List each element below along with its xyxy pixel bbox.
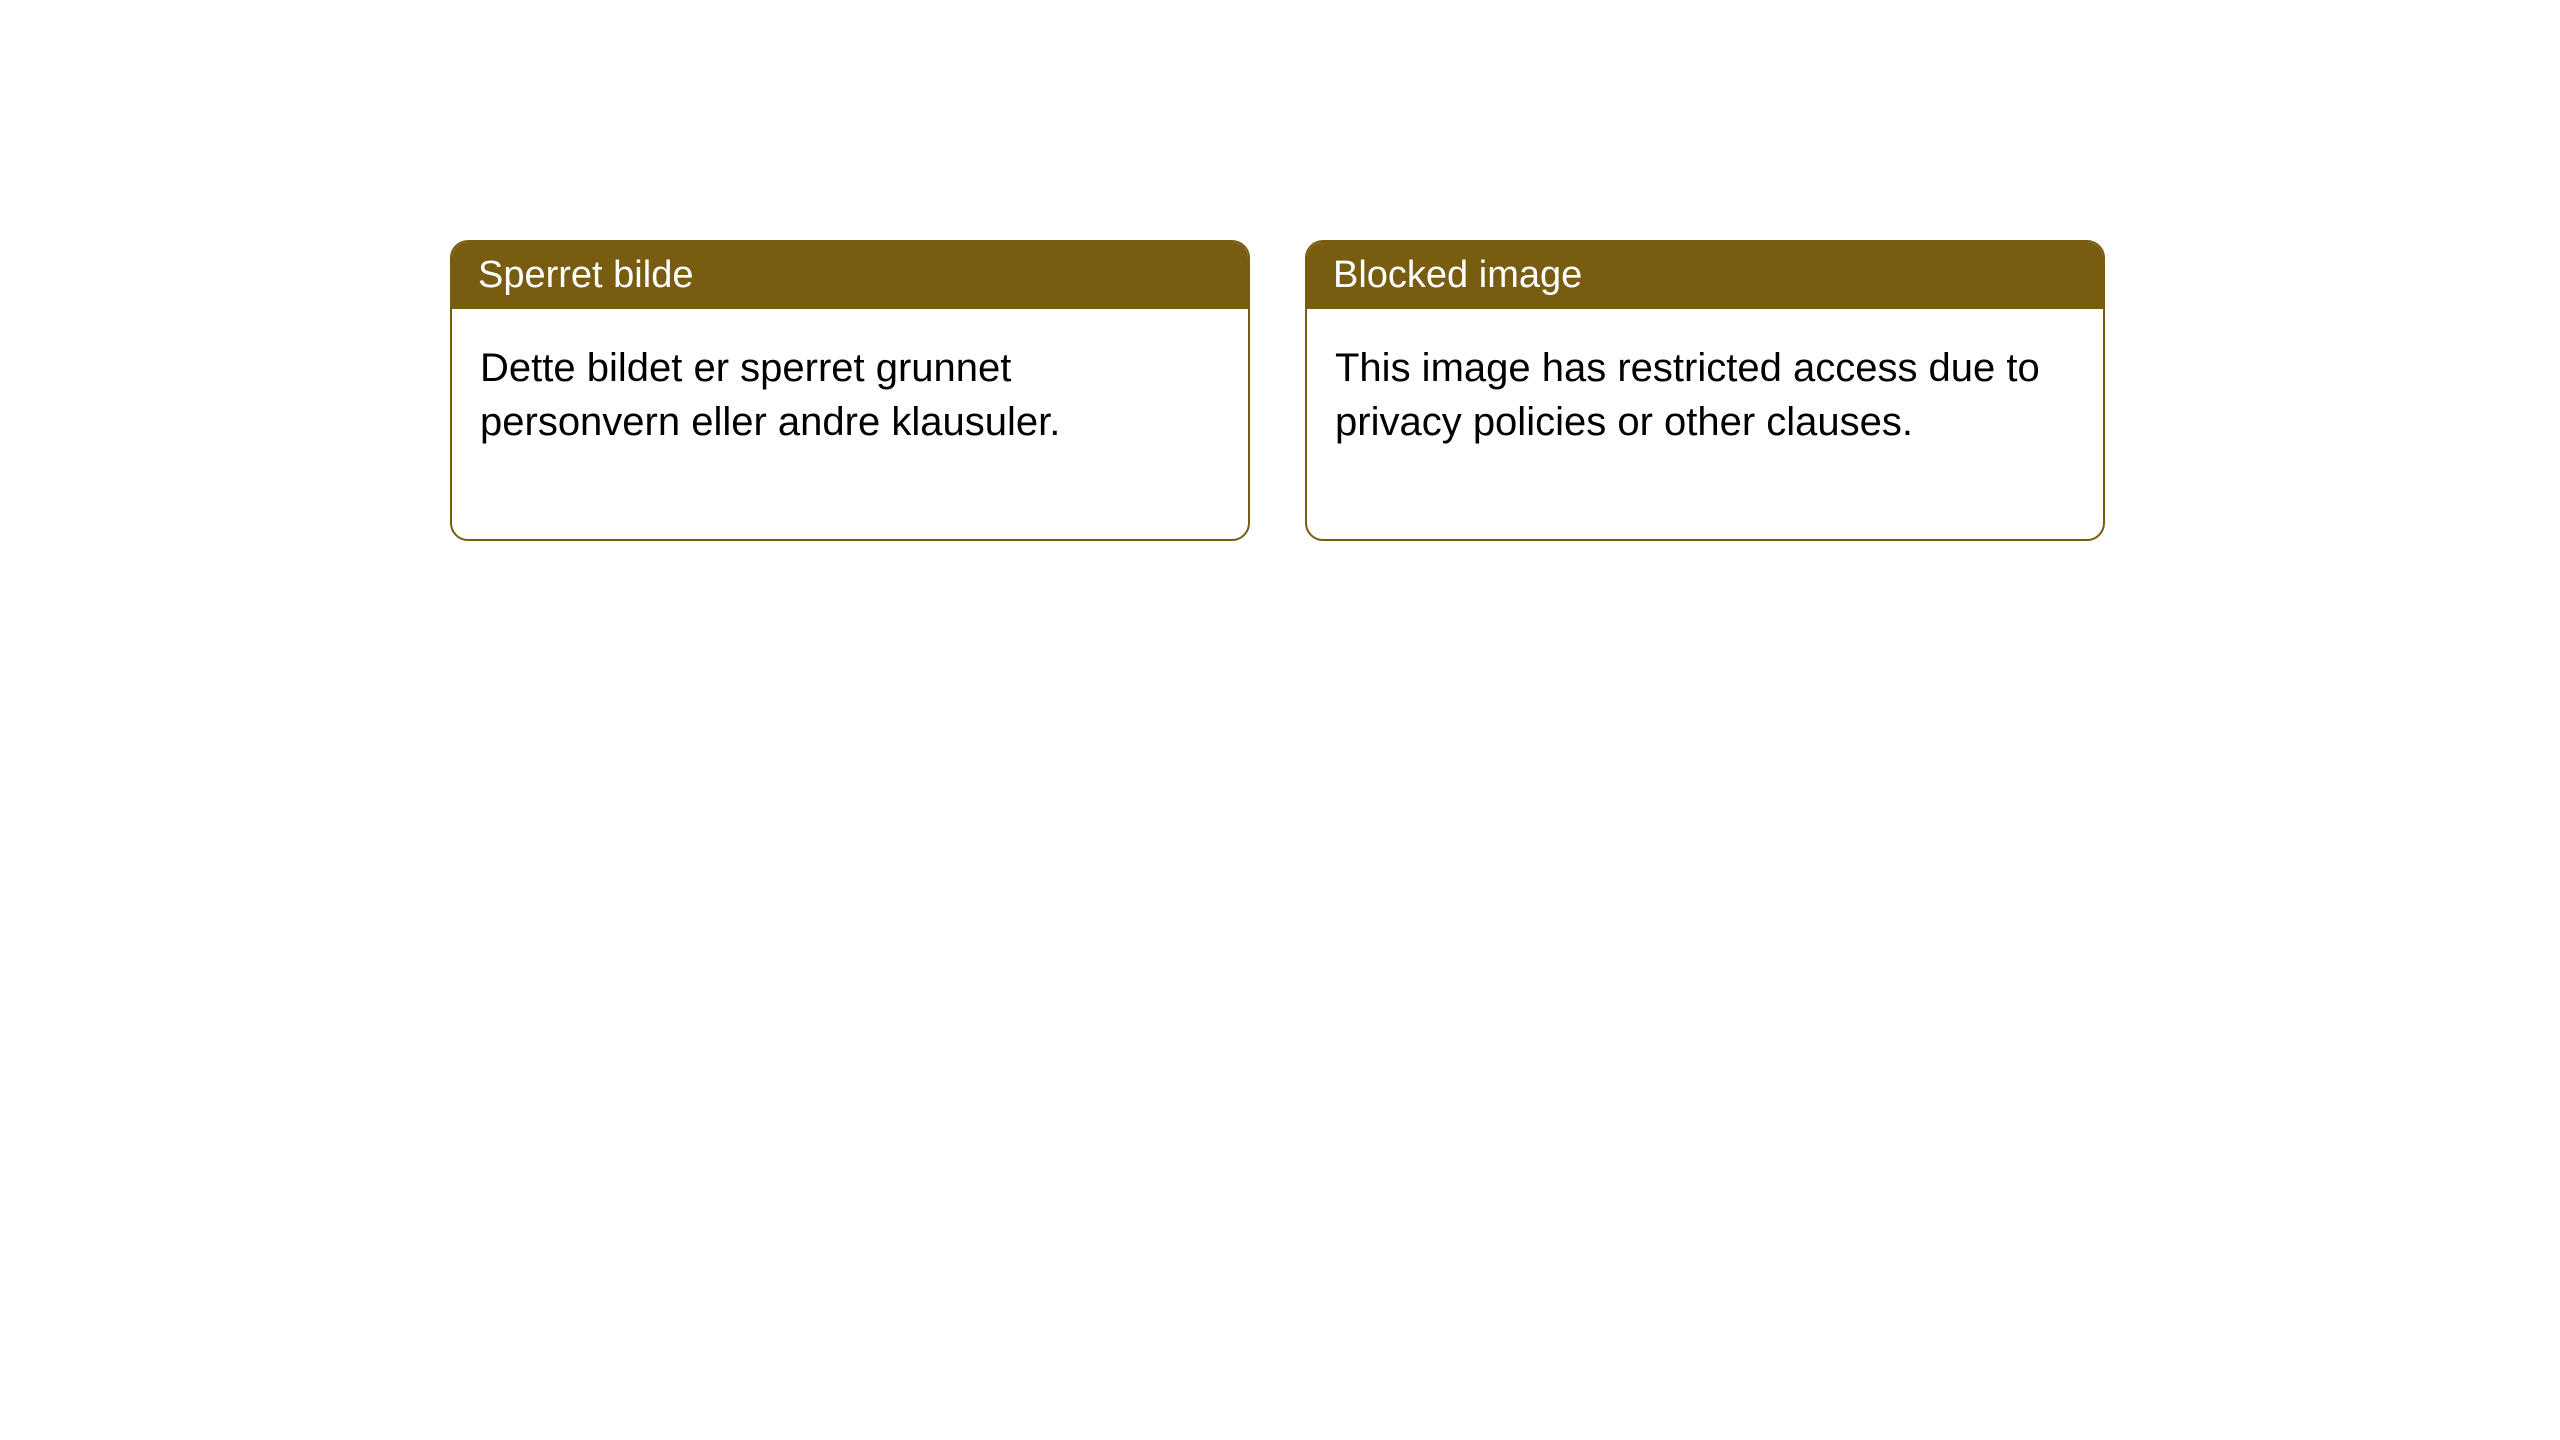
notice-title-no: Sperret bilde	[478, 254, 693, 296]
notice-message-en: This image has restricted access due to …	[1335, 346, 2040, 444]
notice-body-en: This image has restricted access due to …	[1307, 309, 2103, 539]
notice-title-en: Blocked image	[1333, 254, 1582, 296]
notice-message-no: Dette bildet er sperret grunnet personve…	[480, 346, 1060, 444]
notice-box-en: Blocked image This image has restricted …	[1305, 240, 2105, 541]
notice-header-en: Blocked image	[1307, 242, 2103, 309]
notice-container: Sperret bilde Dette bildet er sperret gr…	[450, 240, 2105, 541]
notice-box-no: Sperret bilde Dette bildet er sperret gr…	[450, 240, 1250, 541]
notice-body-no: Dette bildet er sperret grunnet personve…	[452, 309, 1248, 539]
notice-header-no: Sperret bilde	[452, 242, 1248, 309]
